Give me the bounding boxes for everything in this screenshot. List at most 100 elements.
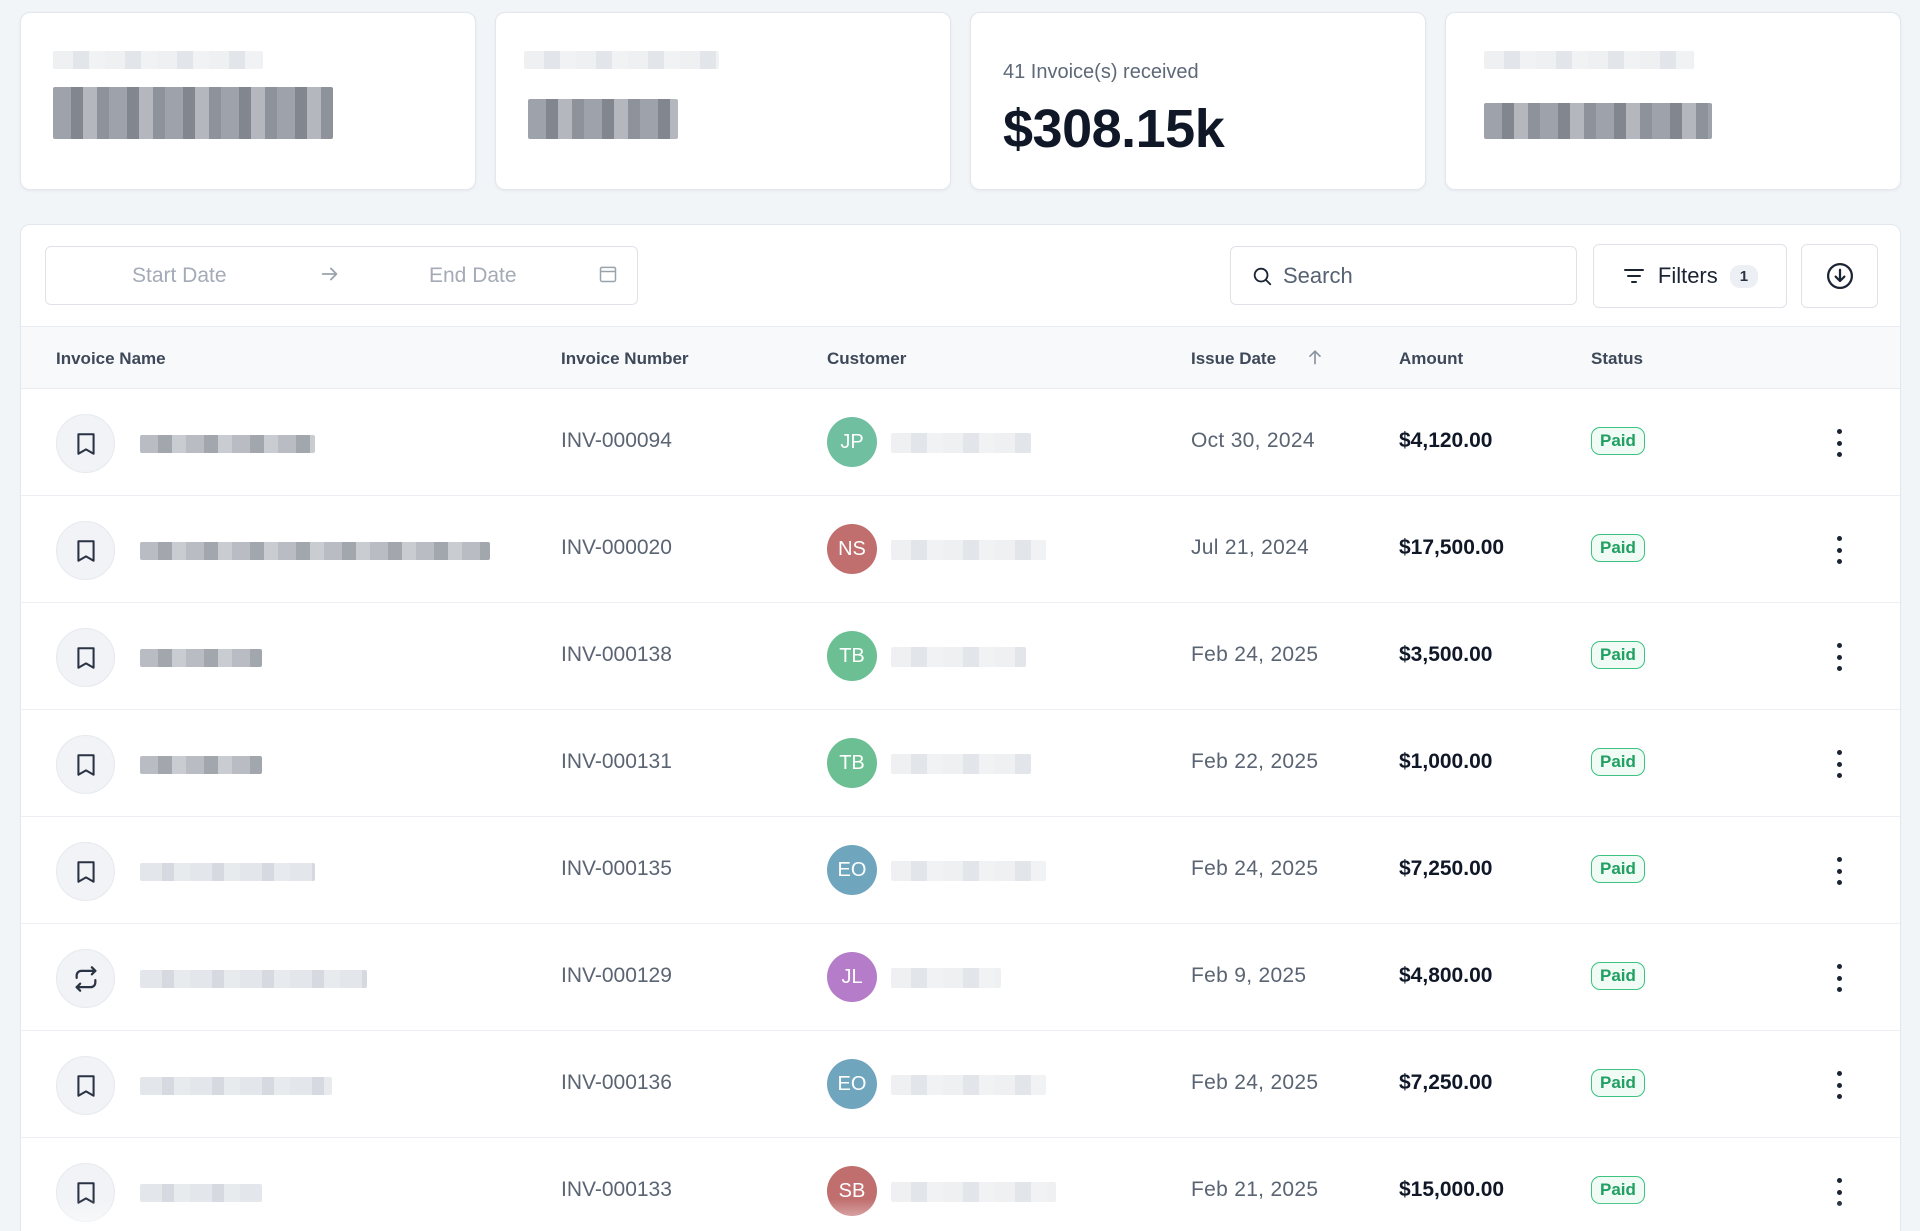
issue-date: Oct 30, 2024: [1191, 429, 1315, 452]
avatar: TB: [827, 738, 877, 788]
issue-date: Feb 9, 2025: [1191, 964, 1307, 987]
redacted-invoice-name: [140, 649, 262, 667]
column-amount[interactable]: Amount: [1399, 349, 1464, 368]
redacted-invoice-name: [140, 863, 315, 881]
more-options-icon[interactable]: [1827, 964, 1851, 992]
invoice-number: INV-000136: [561, 1071, 672, 1094]
amount: $1,000.00: [1399, 750, 1493, 773]
filters-button[interactable]: Filters 1: [1593, 244, 1787, 308]
summary-card-4: [1445, 12, 1901, 190]
table-row[interactable]: INV-000131 TB Feb 22, 2025 $1,000.00 Paid: [21, 710, 1900, 817]
invoice-number: INV-000094: [561, 429, 672, 452]
amount: $7,250.00: [1399, 857, 1493, 880]
column-status[interactable]: Status: [1591, 349, 1643, 368]
table-header: Invoice Name Invoice Number Customer Iss…: [21, 327, 1900, 389]
amount: $7,250.00: [1399, 1071, 1493, 1094]
end-date-input[interactable]: End Date: [429, 263, 517, 287]
status-badge: Paid: [1591, 962, 1645, 990]
scroll-fade: [21, 1199, 1900, 1231]
column-issue-date[interactable]: Issue Date: [1191, 349, 1277, 368]
receipt-icon: [56, 521, 115, 580]
column-customer[interactable]: Customer: [827, 349, 907, 368]
table-toolbar: Start Date End Date Filters 1: [21, 225, 1900, 327]
receipt-icon: [56, 1056, 115, 1115]
redacted-label: [53, 51, 263, 69]
filter-icon: [1623, 269, 1644, 283]
more-options-icon[interactable]: [1827, 429, 1851, 457]
search-input[interactable]: [1283, 262, 1553, 289]
avatar: NS: [827, 524, 877, 574]
status-badge: Paid: [1591, 1069, 1645, 1097]
filters-label: Filters: [1657, 263, 1718, 288]
status-badge: Paid: [1591, 534, 1645, 562]
amount: $15,000.00: [1399, 1178, 1505, 1201]
redacted-customer-name: [891, 1075, 1046, 1095]
status-badge: Paid: [1591, 427, 1645, 455]
redacted-label: [524, 51, 719, 69]
more-options-icon[interactable]: [1827, 750, 1851, 778]
invoice-number: INV-000138: [561, 643, 672, 666]
calendar-icon[interactable]: [598, 264, 618, 284]
redacted-invoice-name: [140, 435, 315, 453]
avatar: TB: [827, 631, 877, 681]
receipt-icon: [56, 842, 115, 901]
avatar: JP: [827, 417, 877, 467]
avatar: JL: [827, 952, 877, 1002]
amount: $4,120.00: [1399, 429, 1493, 452]
more-options-icon[interactable]: [1827, 857, 1851, 885]
invoice-number: INV-000020: [561, 536, 672, 559]
search-box[interactable]: [1230, 246, 1577, 305]
table-row[interactable]: INV-000138 TB Feb 24, 2025 $3,500.00 Paid: [21, 603, 1900, 710]
invoices-panel: Start Date End Date Filters 1 Invoice Na…: [20, 224, 1901, 1231]
more-options-icon[interactable]: [1827, 1071, 1851, 1099]
invoice-number: INV-000135: [561, 857, 672, 880]
summary-card-1: [20, 12, 476, 190]
issue-date: Feb 24, 2025: [1191, 857, 1319, 880]
table-row[interactable]: INV-000020 NS Jul 21, 2024 $17,500.00 Paid: [21, 496, 1900, 603]
avatar: EO: [827, 1059, 877, 1109]
issue-date: Feb 24, 2025: [1191, 1071, 1319, 1094]
table-row[interactable]: INV-000094 JP Oct 30, 2024 $4,120.00 Paid: [21, 389, 1900, 496]
redacted-value: [53, 87, 333, 139]
receipt-icon: [56, 414, 115, 473]
invoice-rows: INV-000094 JP Oct 30, 2024 $4,120.00 Paid INV…: [21, 389, 1900, 1231]
receipt-icon: [56, 735, 115, 794]
receipt-icon: [56, 628, 115, 687]
avatar: EO: [827, 845, 877, 895]
table-row[interactable]: INV-000136 EO Feb 24, 2025 $7,250.00 Paid: [21, 1031, 1900, 1138]
more-options-icon[interactable]: [1827, 536, 1851, 564]
search-icon: [1253, 267, 1272, 285]
card-value: $308.15k: [1003, 99, 1225, 159]
redacted-customer-name: [891, 968, 1001, 988]
invoice-number: INV-000129: [561, 964, 672, 987]
redacted-customer-name: [891, 754, 1031, 774]
redacted-invoice-name: [140, 542, 490, 560]
issue-date: Feb 21, 2025: [1191, 1178, 1319, 1201]
arrow-right-icon: [321, 267, 338, 281]
redacted-customer-name: [891, 1182, 1056, 1202]
start-date-input[interactable]: Start Date: [132, 263, 227, 287]
column-invoice-name[interactable]: Invoice Name: [56, 349, 166, 368]
issue-date: Feb 22, 2025: [1191, 750, 1319, 773]
table-row[interactable]: INV-000129 JL Feb 9, 2025 $4,800.00 Paid: [21, 924, 1900, 1031]
invoice-number: INV-000133: [561, 1178, 672, 1201]
status-badge: Paid: [1591, 641, 1645, 669]
more-options-icon[interactable]: [1827, 643, 1851, 671]
amount: $17,500.00: [1399, 536, 1505, 559]
invoice-number: INV-000131: [561, 750, 672, 773]
redacted-invoice-name: [140, 970, 367, 988]
redacted-invoice-name: [140, 1077, 332, 1095]
issue-date: Jul 21, 2024: [1191, 536, 1310, 559]
redacted-customer-name: [891, 433, 1031, 453]
status-badge: Paid: [1591, 748, 1645, 776]
status-badge: Paid: [1591, 855, 1645, 883]
redacted-invoice-name: [140, 756, 262, 774]
redacted-customer-name: [891, 861, 1046, 881]
column-invoice-number[interactable]: Invoice Number: [561, 349, 689, 368]
date-range-picker[interactable]: Start Date End Date: [45, 246, 638, 305]
summary-card-invoices-received: 41 Invoice(s) received $308.15k: [970, 12, 1426, 190]
table-row[interactable]: INV-000135 EO Feb 24, 2025 $7,250.00 Paid: [21, 817, 1900, 924]
sort-ascending-icon[interactable]: [1305, 347, 1325, 367]
filters-count-badge: 1: [1729, 264, 1759, 288]
download-button[interactable]: [1801, 244, 1878, 308]
